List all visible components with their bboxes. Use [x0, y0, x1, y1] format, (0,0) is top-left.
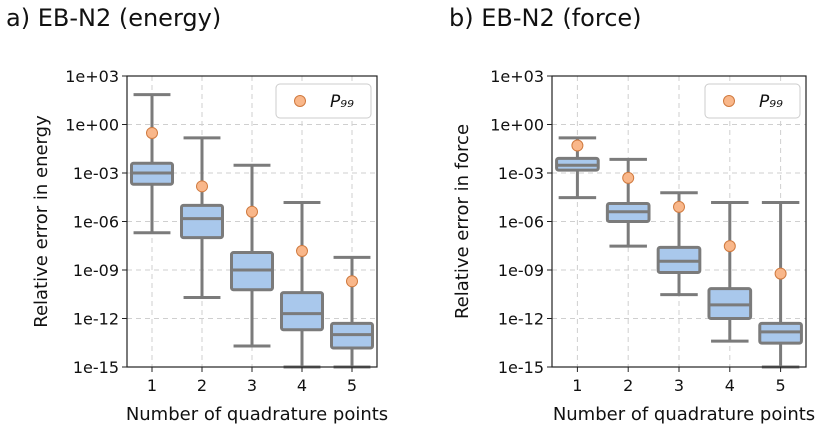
y-tick-label: 1e+00: [65, 116, 119, 135]
y-axis-label: Relative error in energy: [31, 115, 52, 328]
y-tick-label: 1e-06: [498, 213, 544, 232]
box-1: [130, 93, 174, 235]
box-3: [230, 163, 274, 348]
box-5: [330, 255, 374, 369]
legend-label: P₉₉: [759, 92, 783, 112]
legend-frame: [704, 83, 801, 119]
legend: P₉₉: [275, 83, 372, 119]
p99-marker: [723, 240, 736, 253]
x-tick-label: 1: [572, 376, 582, 395]
y-tick-label: 1e-12: [73, 310, 119, 329]
box-2: [605, 157, 651, 248]
legend: P₉₉: [704, 83, 801, 119]
p99-marker: [146, 126, 158, 139]
p99-marker: [346, 275, 358, 288]
p99-marker: [774, 267, 787, 280]
box-4: [280, 200, 324, 369]
x-tick-label: 4: [297, 376, 307, 395]
panel-b-title: b) EB-N2 (force): [449, 4, 642, 32]
y-tick-label: 1e-15: [73, 358, 119, 377]
box-1: [555, 136, 600, 200]
p99-marker: [571, 139, 584, 152]
y-tick-label: 1e-06: [73, 213, 119, 232]
box-5: [758, 200, 803, 369]
x-tick-label: 5: [347, 376, 357, 395]
legend-p99-marker: [723, 95, 735, 107]
x-tick-label: 4: [725, 376, 735, 395]
x-tick-label: 3: [674, 376, 684, 395]
y-tick-label: 1e+00: [490, 116, 544, 135]
p99-marker: [246, 205, 258, 218]
x-tick-label: 5: [776, 376, 786, 395]
p99-marker: [673, 200, 685, 213]
legend-label: P₉₉: [330, 92, 354, 112]
y-tick-label: 1e-09: [73, 261, 119, 280]
x-tick-label: 2: [623, 376, 633, 395]
p99-marker: [622, 171, 635, 184]
x-tick-label: 2: [197, 376, 207, 395]
y-tick-label: 1e-03: [498, 164, 544, 183]
p99-marker: [196, 180, 208, 193]
box-2: [180, 136, 224, 299]
y-tick-label: 1e-15: [498, 358, 544, 377]
x-axis-label: Number of quadrature points: [126, 404, 388, 425]
panel-a: 1e+03 1e+00 1e-03 1e-06 1e-09 1e-12 1e-15 1 2 3 4 5…: [31, 67, 388, 425]
y-tick-label: 1e+03: [65, 67, 119, 86]
legend-p99-marker: [294, 95, 306, 107]
box-4: [707, 200, 753, 343]
x-axis-label: Number of quadrature points: [553, 404, 815, 425]
y-tick-label: 1e+03: [490, 67, 544, 86]
box-3: [656, 191, 702, 297]
y-tick-label: 1e-12: [498, 310, 544, 329]
panel-a-title: a) EB-N2 (energy): [6, 4, 222, 32]
y-axis-label: Relative error in force: [452, 124, 473, 319]
y-tick-label: 1e-03: [73, 164, 119, 183]
box-body: [180, 203, 224, 240]
box-body: [280, 291, 324, 332]
x-tick-label: 1: [147, 376, 157, 395]
panel-b: 1e+03 1e+00 1e-03 1e-06 1e-09 1e-12 1e-15 1 2 3 4 5…: [452, 67, 815, 425]
y-tick-label: 1e-09: [498, 261, 544, 280]
p99-marker: [296, 244, 308, 257]
x-tick-label: 3: [247, 376, 257, 395]
legend-frame: [275, 83, 372, 119]
